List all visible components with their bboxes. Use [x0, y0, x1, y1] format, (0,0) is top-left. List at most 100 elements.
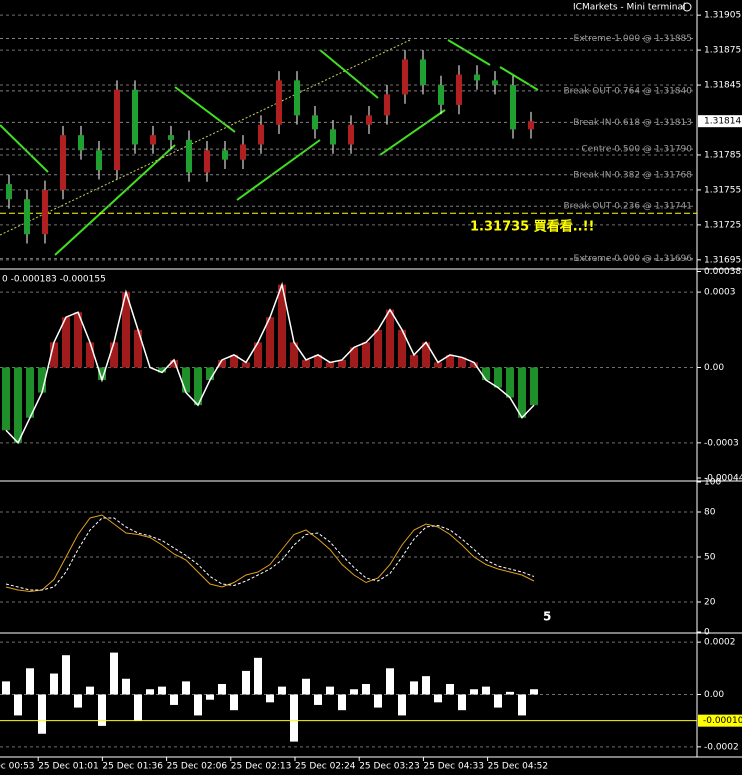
x-tick-label: 25 Dec 02:06: [167, 762, 228, 772]
histogram-bar: [482, 367, 490, 381]
histogram-bar: [494, 367, 502, 388]
indicator-values: 0 -0.000183 -0.000155: [2, 275, 106, 285]
histogram-bar: [302, 678, 310, 695]
candle-body: [420, 59, 426, 86]
y-tick-label: 20: [704, 598, 716, 608]
y-tick-label: 1.31755: [704, 185, 741, 195]
histogram-bar: [26, 668, 34, 695]
histogram-bar: [350, 347, 358, 368]
histogram-bar: [2, 367, 10, 431]
candle-body: [456, 74, 462, 105]
histogram-bar: [98, 367, 106, 381]
histogram-bar: [38, 694, 46, 734]
histogram-bar: [470, 689, 478, 695]
candle-body: [528, 121, 534, 130]
histogram-bar: [62, 317, 70, 368]
histogram-bar: [206, 694, 214, 700]
histogram-bar: [74, 694, 82, 708]
histogram-bar: [314, 354, 322, 368]
histogram-bar: [182, 367, 190, 393]
histogram-bar: [254, 342, 262, 368]
histogram-bar: [410, 354, 418, 368]
y-tick-label: 0: [704, 628, 710, 638]
histogram-bar: [110, 652, 118, 695]
histogram-bar: [506, 691, 514, 695]
x-tick-label: 25 Dec 02:13: [231, 762, 292, 772]
histogram-bar: [194, 367, 202, 406]
candle-body: [240, 144, 246, 160]
x-tick-label: 25 Dec 03:23: [359, 762, 420, 772]
histogram-bar: [458, 357, 466, 368]
candle-body: [294, 80, 300, 116]
candle-body: [96, 150, 102, 171]
histogram-bar: [278, 284, 286, 368]
histogram-bar: [374, 329, 382, 368]
histogram-bar: [242, 670, 250, 695]
histogram-bar: [398, 694, 406, 716]
candle-body: [114, 89, 120, 171]
y-tick-label: 1.31875: [704, 46, 741, 56]
candle-body: [384, 94, 390, 116]
level-box: [698, 714, 742, 727]
histogram-bar: [206, 367, 214, 381]
histogram-bar: [398, 329, 406, 368]
histogram-bar: [170, 694, 178, 705]
histogram-bar: [110, 342, 118, 368]
histogram-bar: [518, 694, 526, 716]
y-tick-label: 0.0003: [704, 288, 736, 298]
histogram-bar: [422, 342, 430, 368]
histogram-bar: [422, 676, 430, 695]
level-label: Centre 0.500 @ 1.31790: [581, 145, 692, 155]
terminal-title: ICMarkets - Mini terminal: [573, 3, 685, 13]
y-tick-label: 100: [704, 478, 721, 488]
histogram-bar: [482, 686, 490, 695]
oscillator-line: [5, 517, 535, 591]
histogram-bar: [266, 694, 274, 703]
histogram-bar: [458, 694, 466, 711]
smiley-icon: [682, 2, 692, 12]
y-tick-label: 1.31725: [704, 220, 741, 230]
alert-label: 1.31735 買看看..!!: [470, 219, 594, 235]
candle-body: [366, 115, 372, 125]
y-tick-label: 1.31845: [704, 81, 741, 91]
x-tick-label: 25 Dec 02:24: [295, 762, 356, 772]
histogram-bar: [158, 367, 166, 373]
histogram-bar: [290, 342, 298, 368]
candle-body: [78, 135, 84, 151]
y-tick-label: -0.00044: [704, 473, 742, 483]
histogram-bar: [530, 689, 538, 695]
histogram-bar: [530, 367, 538, 406]
level-label: Extreme 1.000 @ 1.31885: [574, 34, 692, 44]
histogram-bar: [254, 657, 262, 695]
histogram-bar: [14, 367, 22, 443]
candle-body: [312, 115, 318, 130]
candle-body: [24, 199, 30, 235]
histogram-bar: [494, 694, 502, 708]
histogram-bar: [74, 312, 82, 368]
histogram-bar: [338, 359, 346, 368]
y-tick-label: 0.00: [704, 363, 724, 373]
histogram-bar: [218, 359, 226, 368]
y-tick-label: -0.0002: [704, 742, 739, 752]
histogram-bar: [170, 359, 178, 368]
histogram-bar: [218, 684, 226, 695]
histogram-bar: [122, 292, 130, 368]
level-label: Break IN 0.618 @ 1.31813: [573, 118, 692, 128]
level-label: Break IN 0.382 @ 1.31768: [573, 170, 692, 180]
histogram-bar: [410, 681, 418, 695]
histogram-bar: [146, 689, 154, 695]
x-tick-label: 25 Dec 04:33: [423, 762, 484, 772]
candle-body: [222, 150, 228, 160]
histogram-bar: [86, 686, 94, 695]
histogram-bar: [302, 359, 310, 368]
histogram-bar: [290, 694, 298, 742]
annotation: 5: [543, 610, 551, 624]
y-tick-label: 1.31785: [704, 150, 741, 160]
histogram-bar: [446, 354, 454, 368]
candle-body: [276, 80, 282, 125]
y-tick-label: 0.00: [704, 690, 724, 700]
histogram-bar: [230, 694, 238, 711]
histogram-bar: [506, 367, 514, 398]
candle-body: [330, 129, 336, 145]
